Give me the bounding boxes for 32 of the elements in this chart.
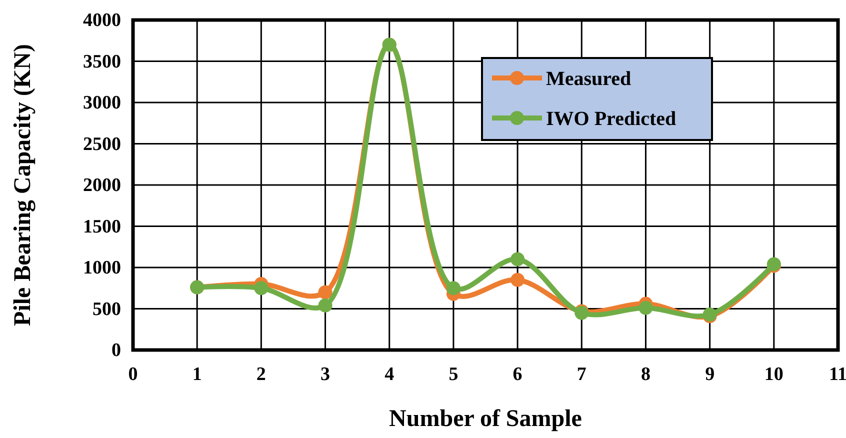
- y-tick-label: 500: [92, 298, 121, 320]
- legend-label: IWO Predicted: [546, 108, 676, 130]
- x-tick-label: 5: [448, 364, 458, 385]
- y-tick-label: 3500: [83, 51, 121, 72]
- y-tick-label: 2500: [83, 134, 121, 155]
- y-tick-label: 3000: [83, 92, 121, 114]
- y-tick-label: 1500: [83, 216, 121, 238]
- x-tick-label: 7: [576, 364, 587, 385]
- x-tick-label: 2: [256, 364, 266, 385]
- legend-label: Measured: [546, 68, 632, 90]
- point: [638, 300, 653, 315]
- y-tick-label: 4000: [83, 10, 121, 31]
- point: [510, 272, 525, 287]
- point: [318, 285, 332, 300]
- y-axis-title: Pile Bearing Capacity (KN): [10, 44, 36, 326]
- x-tick-label: 8: [640, 364, 650, 385]
- x-tick-label: 3: [320, 364, 330, 385]
- x-tick-label: 0: [128, 364, 138, 385]
- y-tick-label: 2000: [83, 175, 121, 196]
- x-tick-label: 6: [512, 364, 522, 385]
- x-tick-label: 10: [764, 364, 784, 385]
- x-tick-label: 9: [705, 364, 715, 385]
- x-tick-label: 11: [829, 364, 846, 385]
- x-axis-title: Number of Sample: [389, 406, 582, 432]
- x-tick-label: 4: [384, 364, 395, 385]
- point: [254, 281, 268, 296]
- y-tick-label: 0: [112, 340, 121, 361]
- point: [318, 298, 332, 312]
- y-tick-label: 1000: [83, 258, 121, 278]
- point: [446, 281, 460, 296]
- point: [510, 252, 525, 266]
- x-tick-label: 1: [192, 364, 202, 385]
